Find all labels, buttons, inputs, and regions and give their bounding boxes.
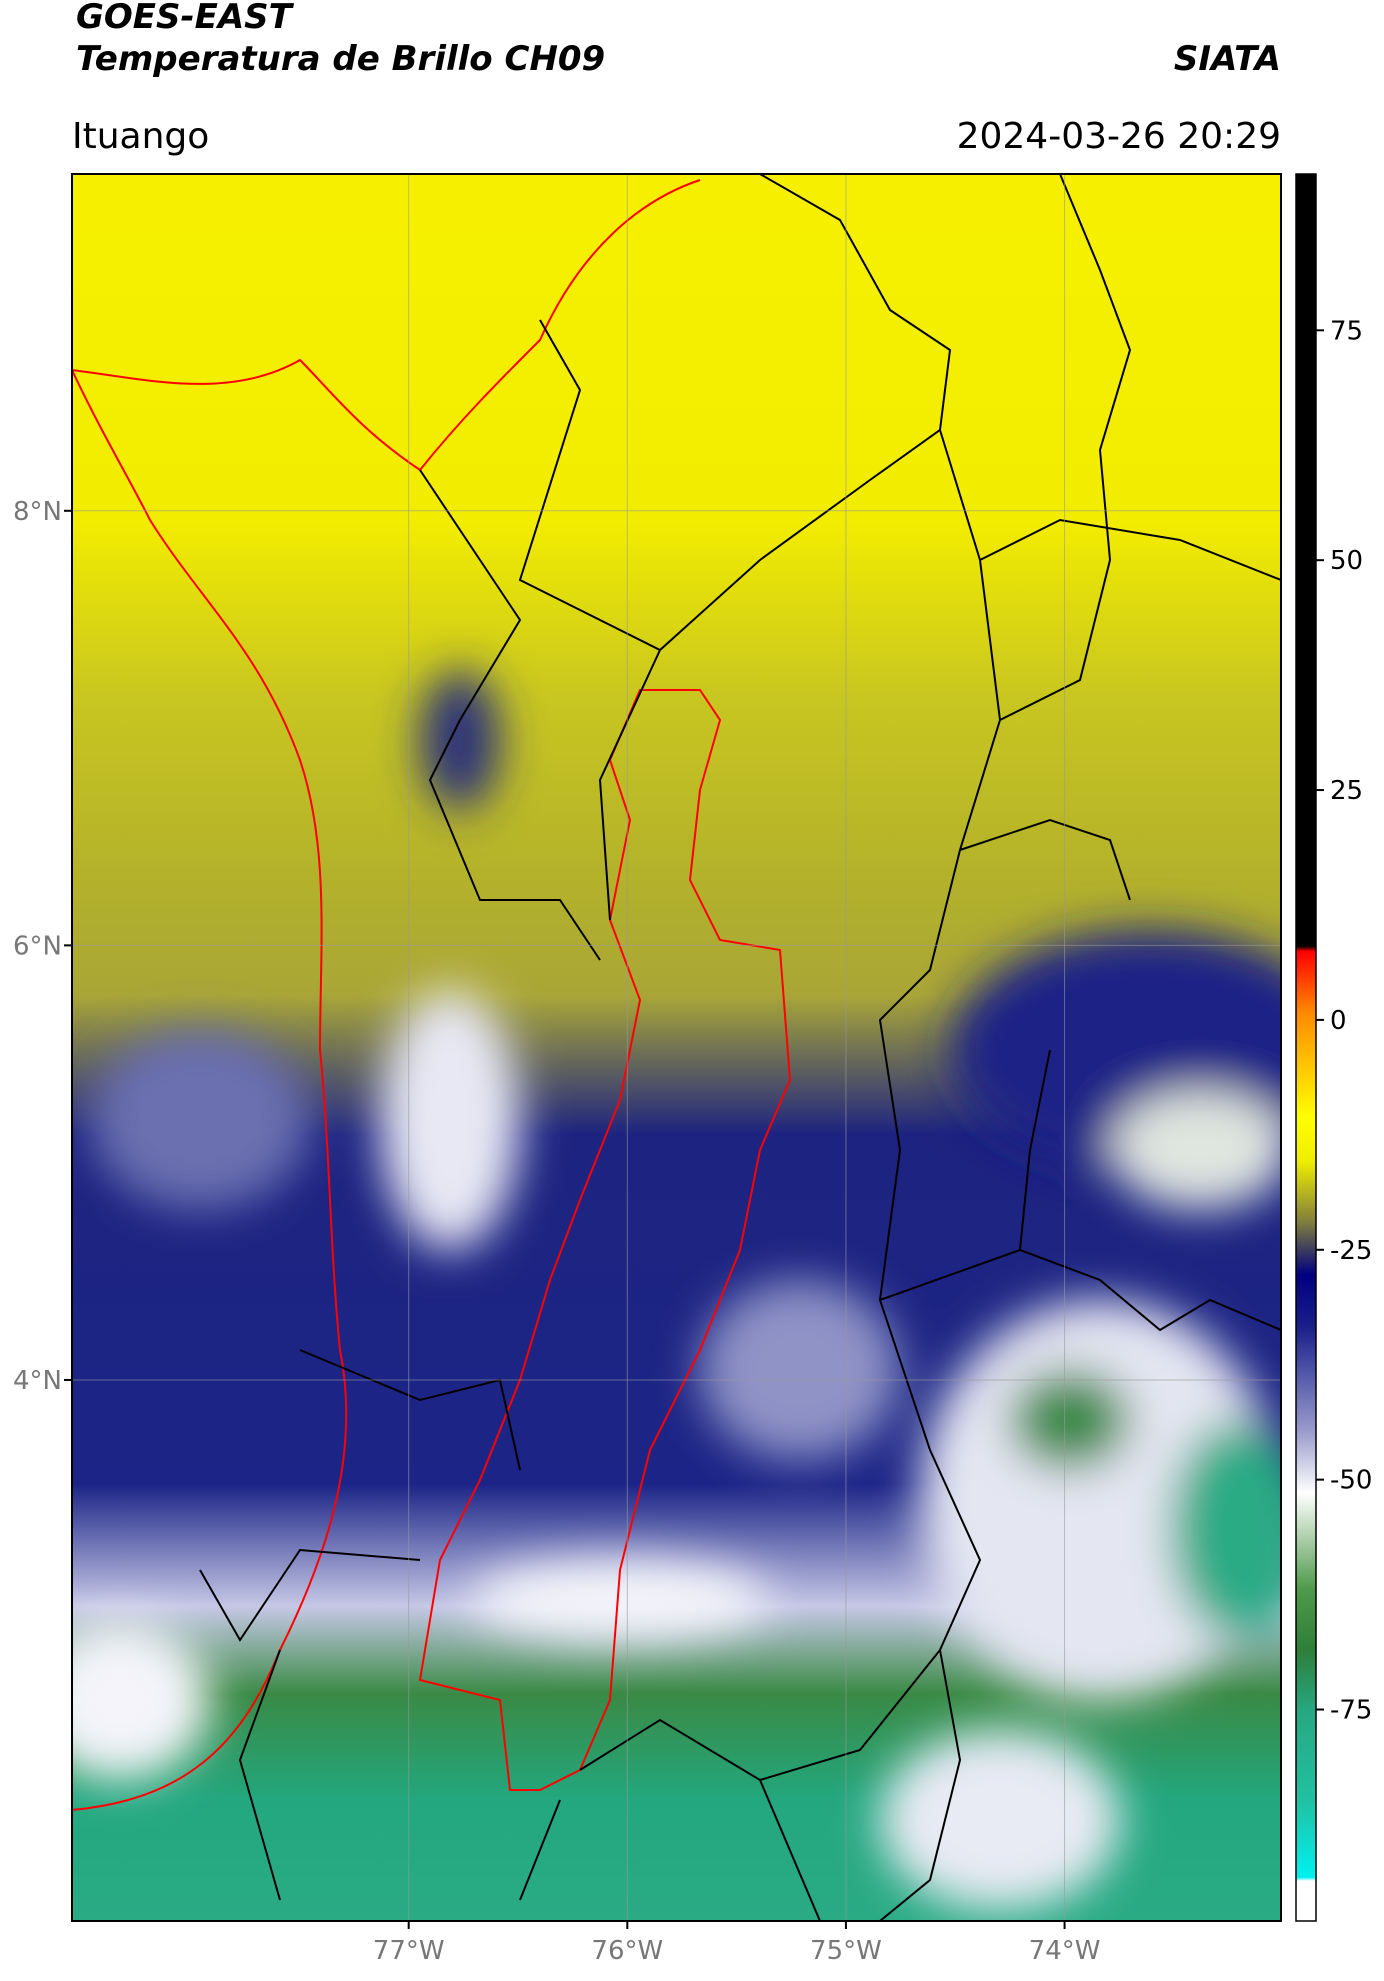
colorbar-label: -75 xyxy=(1330,1696,1372,1726)
colorbar-label: 50 xyxy=(1330,546,1363,576)
satellite-image xyxy=(72,174,1281,1921)
colorbar-label: 0 xyxy=(1330,1006,1347,1036)
x-tick-label: 76°W xyxy=(591,1936,663,1966)
x-tick-label: 77°W xyxy=(373,1936,445,1966)
x-tick-label: 74°W xyxy=(1029,1936,1101,1966)
brand: SIATA xyxy=(1174,39,1281,79)
colorbar-label: -25 xyxy=(1330,1236,1372,1266)
x-tick-label: 75°W xyxy=(810,1936,882,1966)
map-frame xyxy=(71,173,1282,1922)
colorbar-label: -50 xyxy=(1330,1466,1372,1496)
colorbar xyxy=(1295,173,1317,1922)
title: GOES-EAST xyxy=(76,0,295,37)
y-tick-label: 6°N xyxy=(13,931,62,961)
colorbar-label: 25 xyxy=(1330,776,1363,806)
y-tick-label: 4°N xyxy=(13,1366,62,1396)
subtitle: Temperatura de Brillo CH09 xyxy=(76,39,605,79)
colorbar-label: 75 xyxy=(1330,316,1363,346)
timestamp: 2024-03-26 20:29 xyxy=(957,116,1281,157)
location: Ituango xyxy=(72,116,209,157)
y-tick-label: 8°N xyxy=(13,497,62,527)
